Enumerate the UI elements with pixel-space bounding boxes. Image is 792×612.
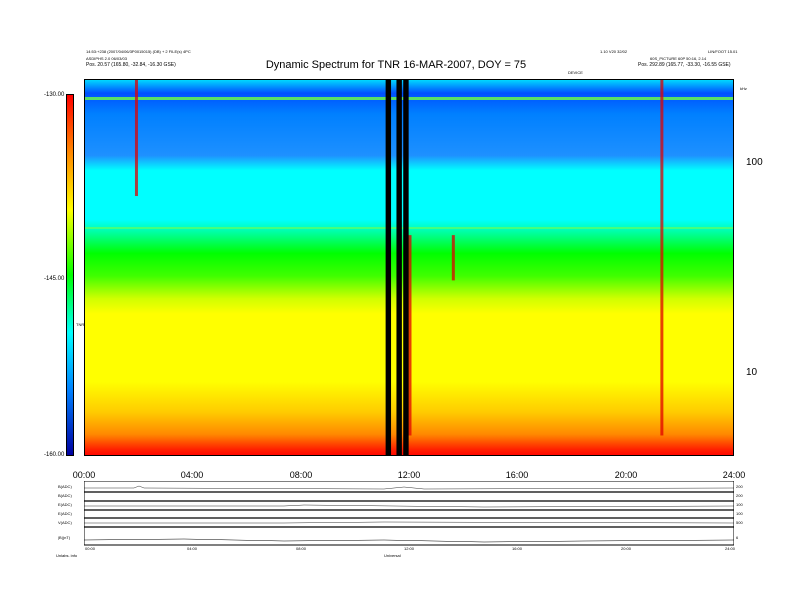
- header-left-3: Pos. 20.57 (165.80, -32.84, -16.30 GSE): [86, 62, 176, 68]
- bottom-x-tick-1: 04:00: [186, 546, 198, 551]
- x-tick-1: 04:00: [180, 470, 204, 480]
- radio-burst-3: [451, 235, 455, 281]
- y-tick-10: 10: [746, 367, 758, 378]
- spectrogram: [84, 79, 734, 456]
- panel-right-3: 100: [736, 502, 743, 507]
- panel-right-4: 100: [736, 511, 743, 516]
- x-tick-5: 20:00: [614, 470, 638, 480]
- x-tick-3: 12:00: [397, 470, 421, 480]
- y-tick-100: 100: [746, 157, 763, 168]
- bottom-x-tick-0: 00:00: [84, 546, 96, 551]
- bottom-x-tick-5: 20:00: [620, 546, 632, 551]
- bottom-x-tick-2: 08:00: [295, 546, 307, 551]
- radio-burst-0: [134, 80, 138, 197]
- panel-label-1: B(ADC): [58, 484, 72, 489]
- chart-title: Dynamic Spectrum for TNR 16-MAR-2007, DO…: [265, 59, 527, 71]
- panel-label-3: E(ADC): [58, 502, 72, 507]
- header-right-1: 1.10 V20 32/02: [600, 49, 628, 54]
- spectrogram-svg: [85, 80, 733, 455]
- bottom-x-tick-6: 24:00: [724, 546, 736, 551]
- colorbar: [66, 94, 74, 456]
- band-line: [85, 227, 733, 229]
- header-left-2: ASDIPHS 2.0 06/03/03: [86, 56, 127, 61]
- colorbar-tick-bottom: -160.00: [44, 452, 65, 458]
- header-right-4: Pos. 292.89 (165.77, -33.30, -16.55 GSE): [638, 62, 731, 68]
- radio-burst-1: [660, 80, 664, 436]
- data-gap-1: [396, 80, 402, 455]
- colorbar-tick-mid: -145.00: [44, 276, 65, 282]
- header-right-2: LIN/FOOT 15.01: [708, 49, 738, 54]
- radio-burst-2: [408, 235, 412, 436]
- panel-label-6: |B|(nT): [58, 535, 71, 540]
- panel-right-5: 500: [736, 520, 743, 525]
- x-tick-4: 16:00: [505, 470, 529, 480]
- panel-label-4: E(ADC): [58, 511, 72, 516]
- panel-right-2: 200: [736, 493, 743, 498]
- colorbar-tick-top: -130.00: [44, 92, 65, 98]
- header-right-3: 60S_PICTURE 60P 50:16, 2.14: [650, 56, 707, 61]
- x-tick-0: 00:00: [72, 470, 96, 480]
- band-line: [85, 97, 733, 100]
- panel-right-1: 200: [736, 484, 743, 489]
- footer-left: Unlabs. info: [56, 553, 78, 558]
- panel-label-5: V(ADC): [58, 520, 72, 525]
- data-gap-0: [385, 80, 392, 455]
- x-tick-6: 24:00: [722, 470, 746, 480]
- header-left-1: 14:53:+238 (2007/04/06/3P0015015) (DB) +…: [86, 49, 191, 54]
- bottom-panel-svg: [83, 480, 735, 546]
- unit-label: kHz: [740, 86, 747, 91]
- bottom-panel: [83, 480, 735, 549]
- bottom-x-tick-3: 12:00: [403, 546, 415, 551]
- header-device: DEVICE: [568, 70, 583, 75]
- colorbar-label: TNR: [76, 322, 85, 327]
- panel-right-6: 6: [736, 535, 739, 540]
- bottom-x-tick-4: 16:00: [511, 546, 523, 551]
- panel-label-2: B(ADC): [58, 493, 72, 498]
- data-gap-2: [403, 80, 409, 455]
- footer-center: Universal: [384, 553, 401, 558]
- x-tick-2: 08:00: [289, 470, 313, 480]
